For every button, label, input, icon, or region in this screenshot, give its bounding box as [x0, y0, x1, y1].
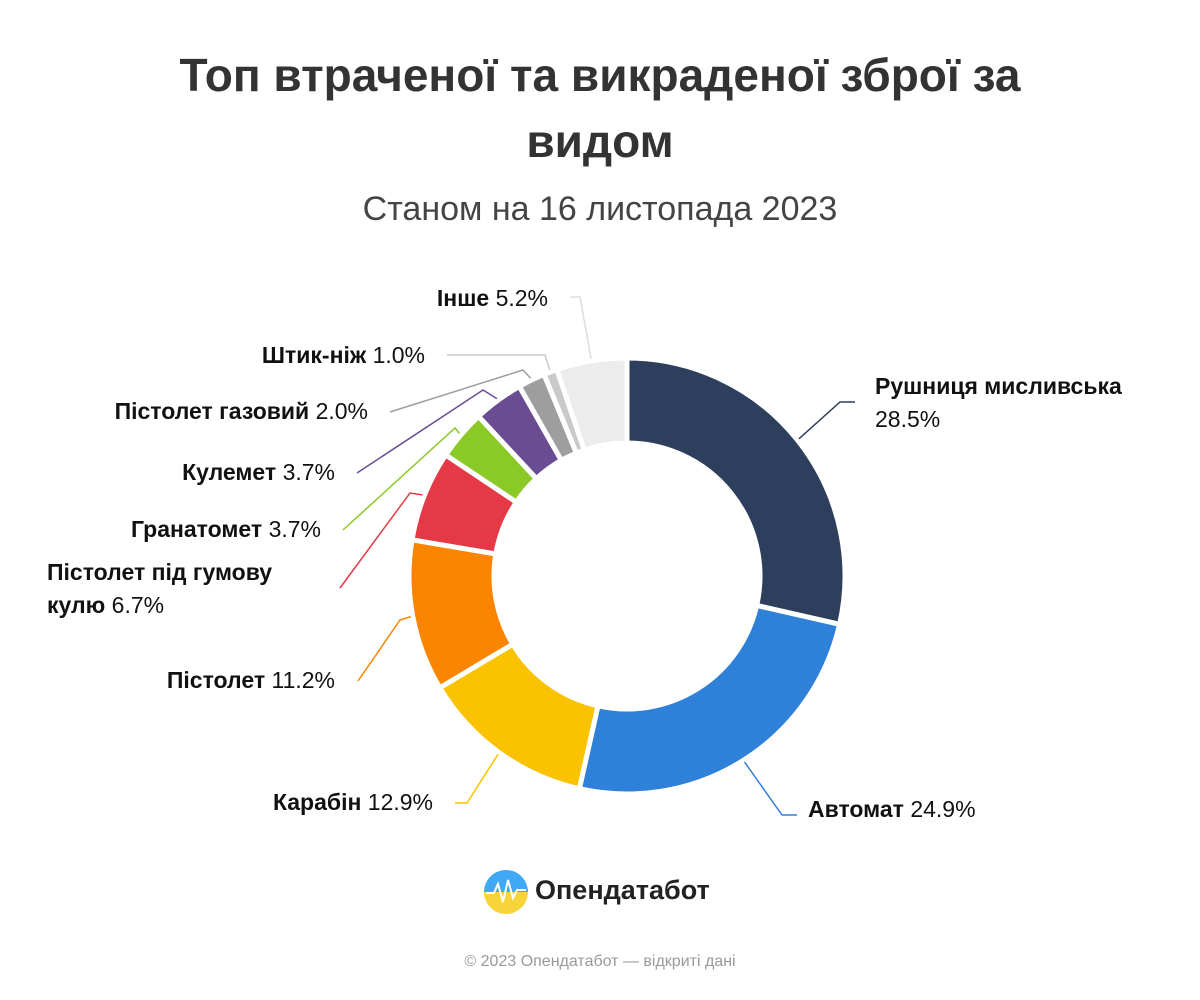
- leader-line: [389, 369, 532, 413]
- chart-subtitle: Станом на 16 листопада 2023: [362, 190, 838, 228]
- data-label: Гранатомет 3.7%: [21, 513, 321, 546]
- value-label: 28.5%: [875, 406, 941, 432]
- leader-line: [455, 753, 499, 804]
- category-label: Кулемет: [182, 459, 277, 485]
- leader-line: [447, 354, 551, 371]
- leader-line: [357, 615, 412, 682]
- value-label: 5.2%: [495, 285, 548, 311]
- category-label: Штик-ніж: [261, 342, 367, 368]
- category-label: Пістолет: [166, 667, 266, 693]
- data-label: Пістолет під гумову кулю 6.7%: [47, 556, 327, 622]
- category-label: Пістолет газовий: [114, 398, 310, 424]
- leader-line: [570, 296, 592, 360]
- data-label: Карабін 12.9%: [133, 786, 433, 819]
- leader-line: [342, 426, 461, 531]
- value-label: 3.7%: [268, 516, 321, 542]
- value-label: 3.7%: [282, 459, 335, 485]
- donut-segment: [624, 355, 848, 627]
- value-label: 11.2%: [271, 667, 335, 693]
- value-label: 24.9%: [910, 796, 976, 822]
- footer: © 2023 Опендатабот — відкриті дані: [464, 953, 736, 970]
- leader-line: [798, 401, 855, 440]
- data-label: Автомат 24.9%: [808, 793, 1108, 826]
- donut-segment: [576, 602, 843, 797]
- leader-line: [356, 389, 498, 474]
- category-label: Гранатомет: [131, 516, 263, 542]
- category-label: Автомат: [808, 796, 904, 822]
- logo-icon: [484, 870, 528, 914]
- data-label: Рушниця мисливська 28.5%: [875, 370, 1125, 436]
- brand: Опендатабот: [535, 875, 710, 905]
- category-label: Рушниця мисливська: [875, 373, 1122, 399]
- value-label: 6.7%: [111, 592, 165, 618]
- donut-segment: [554, 355, 630, 453]
- category-label: Карабін: [272, 789, 362, 815]
- category-label: Пістолет під гумову кулю: [47, 559, 273, 618]
- leader-line: [743, 761, 797, 816]
- value-label: 2.0%: [315, 398, 368, 424]
- value-label: 12.9%: [367, 789, 433, 815]
- data-label: Штик-ніж 1.0%: [125, 339, 425, 372]
- data-label: Інше 5.2%: [248, 282, 548, 315]
- data-label: Пістолет 11.2%: [35, 664, 335, 697]
- leader-line: [339, 492, 423, 589]
- chart-title: Топ втраченої та викраденої зброї за вид…: [179, 49, 1021, 167]
- data-label: Пістолет газовий 2.0%: [0, 395, 368, 428]
- data-label: Кулемет 3.7%: [35, 456, 335, 489]
- value-label: 1.0%: [372, 342, 425, 368]
- category-label: Інше: [436, 285, 490, 311]
